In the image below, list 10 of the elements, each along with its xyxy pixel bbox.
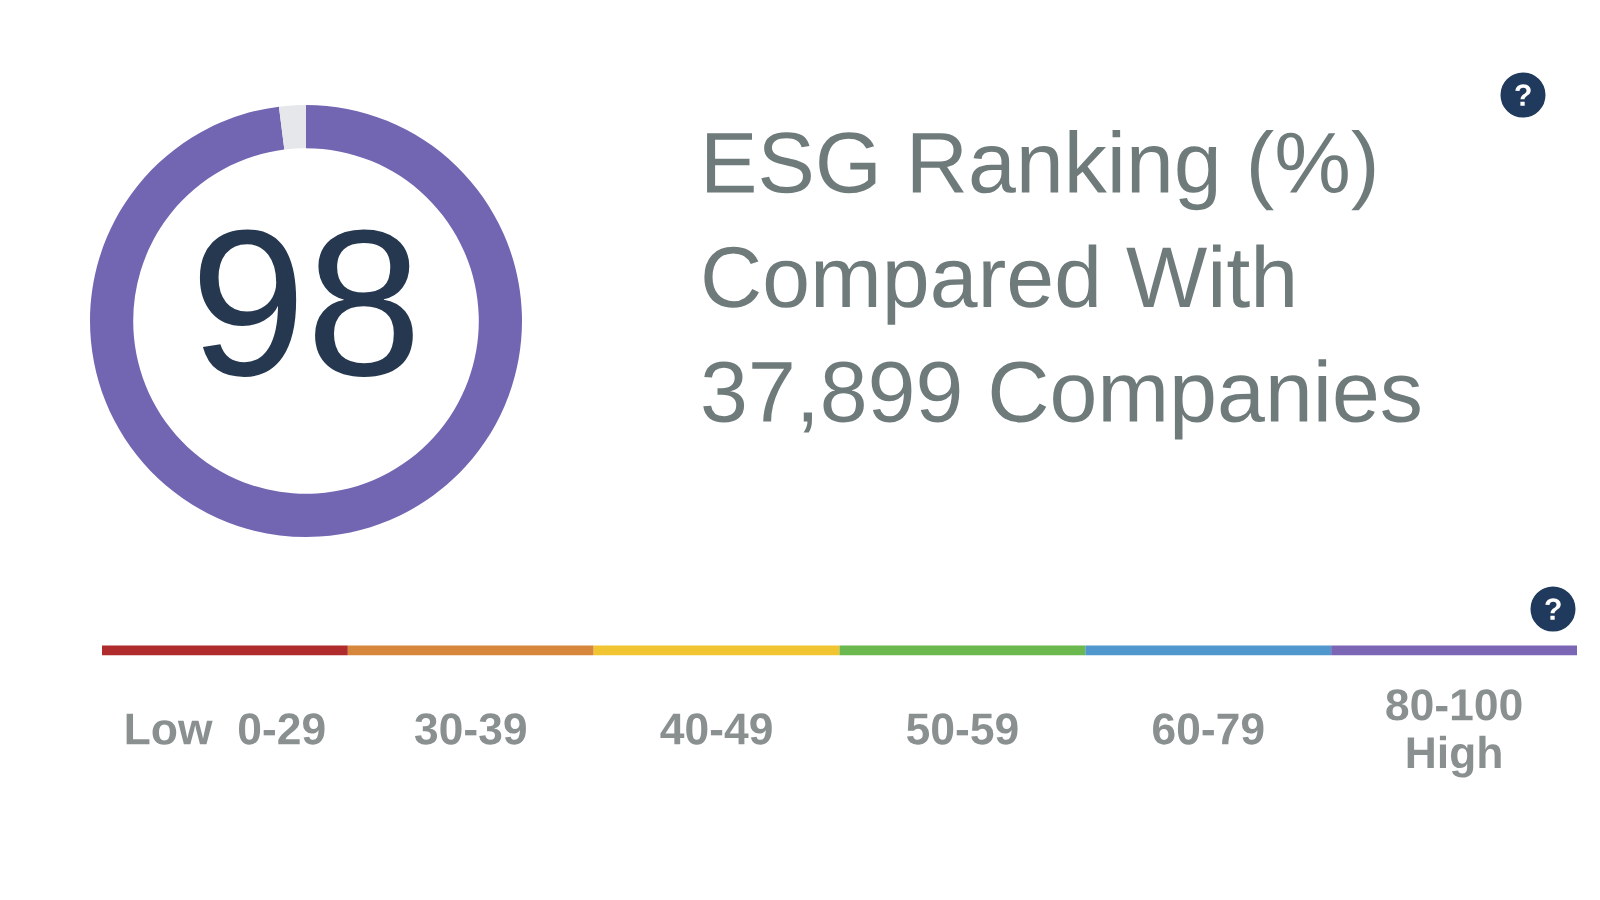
category-label: 50-59: [906, 713, 1018, 745]
category-label: 30-39: [414, 713, 526, 745]
category-label: 60-79: [1153, 713, 1264, 745]
donut-slice: [278, 105, 306, 150]
category-label: Low 0-29: [126, 713, 325, 745]
data-label: 98: [199, 229, 413, 377]
text: ESG Ranking (%) Compared With 37,899 Companies: [703, 130, 1420, 440]
category-label: 40-49: [660, 713, 772, 745]
category-label: 80-100 High: [1386, 689, 1522, 778]
donut-slice: [90, 105, 522, 537]
